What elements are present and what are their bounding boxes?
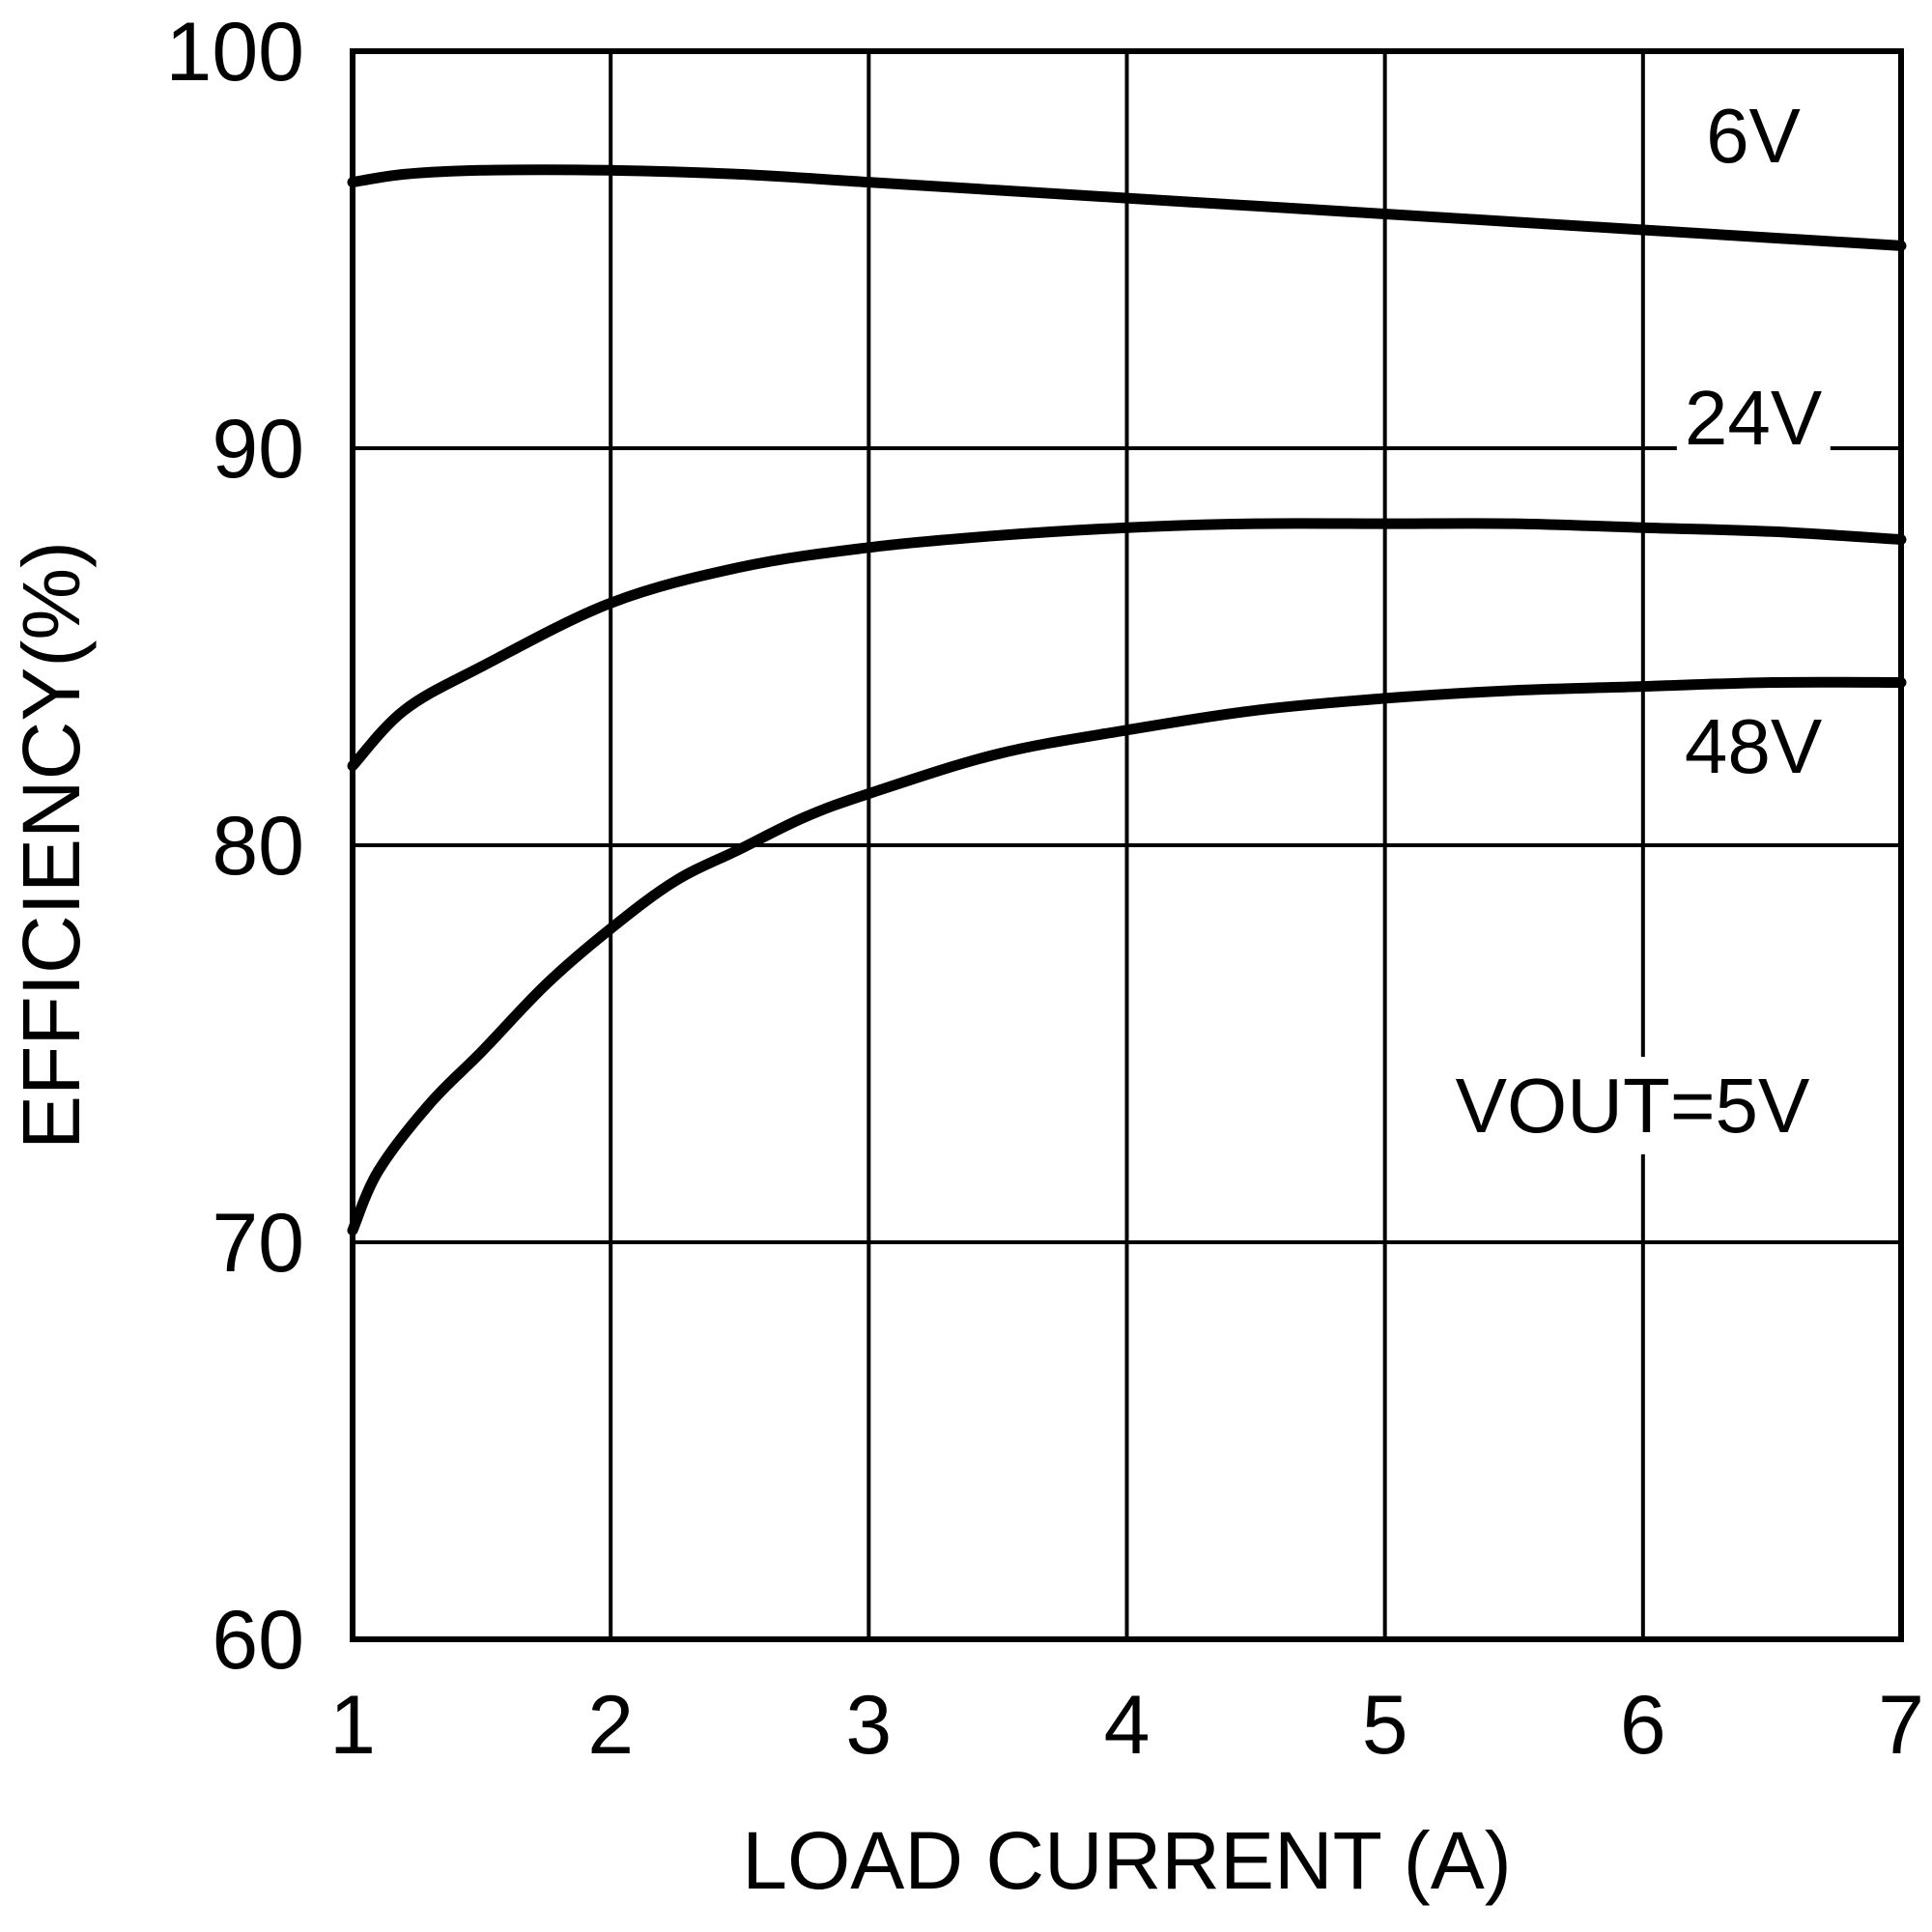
- y-tick-label-1: 70: [212, 1197, 304, 1290]
- grid: [353, 51, 1901, 1639]
- annotation-bg: [1447, 1057, 1819, 1154]
- series-label-bg-24v: [1676, 371, 1831, 465]
- series-line-48v: [347, 676, 1907, 1236]
- x-tick-label-5: 6: [1620, 1679, 1666, 1772]
- y-tick-label-2: 80: [212, 800, 304, 893]
- x-tick-label-6: 7: [1878, 1679, 1924, 1772]
- series-label-24v: 24V: [1685, 375, 1823, 461]
- x-tick-label-4: 5: [1362, 1679, 1408, 1772]
- series-line-6v: [347, 164, 1907, 251]
- x-tick-label-2: 3: [845, 1679, 892, 1772]
- series-label-48v: 48V: [1685, 703, 1823, 789]
- y-tick-label-0: 60: [212, 1594, 304, 1687]
- tick-labels: 1 2 3 4 5 6 7 60 70 80 90 100: [166, 6, 1924, 1772]
- x-tick-label-3: 4: [1104, 1679, 1151, 1772]
- y-axis-title: EFFICIENCY(%): [6, 541, 97, 1150]
- series-label-bg-6v: [1698, 89, 1809, 183]
- x-axis-title: LOAD CURRENT (A): [742, 1815, 1512, 1906]
- series-labels: 6V 24V 48V VOUT=5V: [1447, 89, 1831, 1154]
- x-tick-label-0: 1: [329, 1679, 376, 1772]
- series-label-bg-48v: [1676, 699, 1831, 793]
- y-tick-label-4: 100: [166, 6, 305, 99]
- output-voltage-annotation: VOUT=5V: [1456, 1063, 1810, 1149]
- x-tick-label-1: 2: [587, 1679, 634, 1772]
- plot-frame: [350, 48, 1904, 1642]
- series-label-6v: 6V: [1706, 93, 1801, 179]
- y-tick-label-3: 90: [212, 403, 304, 496]
- series-line-24v: [347, 518, 1907, 772]
- series-lines: [347, 164, 1907, 1236]
